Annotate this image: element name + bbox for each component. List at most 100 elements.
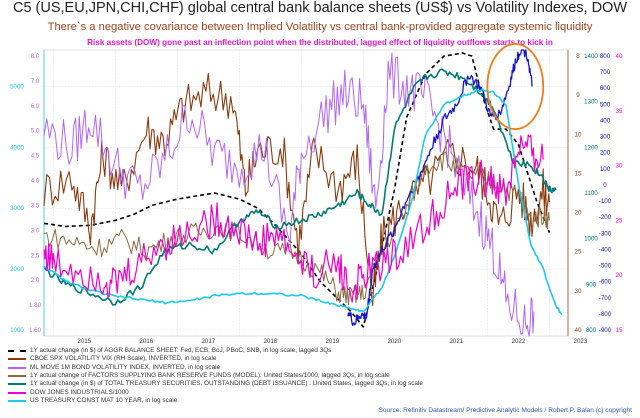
chart-grid xyxy=(43,49,569,337)
left-violet-tick-label: 8.0 xyxy=(31,53,40,60)
left-violet-tick-label: 5.0 xyxy=(31,128,40,135)
right-brown-tick-label: 15 xyxy=(575,170,582,177)
right-blue-tick-label: 0 xyxy=(603,182,607,189)
chart-annotations xyxy=(486,43,545,131)
left-violet-tick-label: 1.80 xyxy=(29,302,42,309)
right-blue-tick-label: -900 xyxy=(599,327,612,334)
left-violet-tick-label: 2.0 xyxy=(31,277,40,284)
right-brown-tick-label: 8 xyxy=(576,53,580,60)
right-brown-tick-label: 30 xyxy=(575,288,582,295)
right-blue-tick-label: -700 xyxy=(599,295,612,302)
legend-entry: CBOE SPX VOLATILITY VIX (RH Scale), INVE… xyxy=(8,355,608,363)
x-tick-label: 2021 xyxy=(449,338,463,345)
right-teal-tick-label: 1300 xyxy=(584,99,598,106)
legend-entry: ML MOVE 1M BOND VOLATILITY INDEX, INVERT… xyxy=(8,364,608,372)
right-blue-tick-label: 300 xyxy=(600,134,611,141)
right-magenta-tick-label: 20 xyxy=(616,272,623,279)
x-tick-label: 2017 xyxy=(201,338,215,345)
right-blue-tick-label: 500 xyxy=(600,101,611,108)
series-dow-blue xyxy=(347,49,533,327)
right-blue-tick-label: 800 xyxy=(600,53,611,60)
x-tick-label: 2018 xyxy=(263,338,277,345)
x-tick-label: 2022 xyxy=(512,338,526,345)
right-blue-tick-label: 700 xyxy=(600,69,611,76)
series-ust-10y xyxy=(43,88,563,316)
series-move-inverted xyxy=(43,52,535,337)
right-teal-tick-label: 900 xyxy=(586,281,597,288)
legend-swatch xyxy=(8,358,26,361)
chart-legend: 1Y actual change (in $) of AGGR BALANCE … xyxy=(8,347,608,405)
chart-axes: 2015 2016 2017 2018 2019 2020 2021 2022 20231000… xyxy=(10,50,623,345)
legend-swatch xyxy=(8,350,26,353)
left-violet-tick-label: 4.0 xyxy=(31,178,40,185)
right-blue-tick-label: -800 xyxy=(599,311,612,318)
legend-entry: US TREASURY CONST MAT 10 YEAR, in log sc… xyxy=(8,397,608,405)
right-magenta-tick-label: 40 xyxy=(616,53,623,60)
right-blue-tick-label: -100 xyxy=(599,198,612,205)
left-cyan-tick-label: 1000 xyxy=(10,327,24,334)
legend-label: ML MOVE 1M BOND VOLATILITY INDEX, INVERT… xyxy=(30,363,221,371)
legend-entry: 1Y actual change (in $) of TOTAL TREASUR… xyxy=(8,380,608,388)
chart-series xyxy=(43,49,563,337)
legend-label: 1Y actual change of FACTORS SUPPLYING BA… xyxy=(30,372,390,380)
left-violet-tick-label: 7.0 xyxy=(31,78,40,85)
right-magenta-tick-label: 15 xyxy=(616,327,623,334)
left-cyan-tick-label: 5000 xyxy=(10,84,24,91)
right-blue-tick-label: -600 xyxy=(599,279,612,286)
legend-label: 1Y actual change (in $) of TOTAL TREASUR… xyxy=(30,380,423,388)
legend-label: 1Y actual change (in $) of AGGR BALANCE … xyxy=(30,347,332,355)
legend-label: US TREASURY CONST MAT 10 YEAR, in log sc… xyxy=(30,396,178,404)
right-brown-tick-label: 25 xyxy=(575,249,582,256)
legend-entry: 1Y actual change (in $) of AGGR BALANCE … xyxy=(8,347,608,355)
left-violet-tick-label: 6.0 xyxy=(31,103,40,110)
right-blue-tick-label: 400 xyxy=(600,117,611,124)
left-violet-tick-label: 4.5 xyxy=(31,153,40,160)
legend-swatch xyxy=(8,391,26,394)
right-magenta-tick-label: 35 xyxy=(616,108,623,115)
x-tick-label: 2015 xyxy=(77,338,91,345)
right-brown-tick-label: 40 xyxy=(575,327,582,334)
right-blue-tick-label: -300 xyxy=(599,230,612,237)
right-teal-tick-label: 800 xyxy=(586,327,597,334)
x-tick-label: 2023 xyxy=(574,338,588,345)
right-blue-tick-label: -400 xyxy=(599,246,612,253)
right-brown-tick-label: 9 xyxy=(576,92,580,99)
legend-swatch xyxy=(8,366,26,369)
legend-label: DOW JONES INDUSTRIALS/1000 xyxy=(30,388,129,396)
left-cyan-tick-label: 2000 xyxy=(10,266,24,273)
source-note: Source: Refinitiv Datastream/ Predictive… xyxy=(378,407,632,414)
x-tick-label: 2019 xyxy=(325,338,339,345)
legend-entry: 1Y actual change of FACTORS SUPPLYING BA… xyxy=(8,372,608,380)
series-treasury-securities xyxy=(43,68,557,306)
legend-swatch xyxy=(8,399,26,402)
right-brown-tick-label: 10 xyxy=(575,131,582,138)
series-vix-inverted xyxy=(43,72,550,306)
left-violet-tick-label: 2.5 xyxy=(31,252,40,259)
x-tick-label: 2020 xyxy=(387,338,401,345)
legend-label: CBOE SPX VOLATILITY VIX (RH Scale), INVE… xyxy=(30,355,217,363)
right-blue-tick-label: -200 xyxy=(599,214,612,221)
right-blue-tick-label: 200 xyxy=(600,150,611,157)
left-violet-tick-label: 1.60 xyxy=(29,327,42,334)
chart-note: Risk assets (DOW) gone past an inflectio… xyxy=(87,38,553,47)
right-teal-tick-label: 1000 xyxy=(584,236,598,243)
left-violet-tick-label: 3.5 xyxy=(31,202,40,209)
left-violet-tick-label: 3.0 xyxy=(31,227,40,234)
right-blue-tick-label: 100 xyxy=(600,166,611,173)
chart-subtitle: There`s a negative covariance between Im… xyxy=(47,21,593,33)
right-teal-tick-label: 1400 xyxy=(584,53,598,60)
right-teal-tick-label: 1100 xyxy=(584,190,598,197)
right-magenta-tick-label: 30 xyxy=(616,163,623,170)
right-magenta-tick-label: 25 xyxy=(616,217,623,224)
left-cyan-tick-label: 4000 xyxy=(10,144,24,151)
highlight-circle xyxy=(486,43,545,131)
right-blue-tick-label: -500 xyxy=(599,263,612,270)
right-teal-tick-label: 1200 xyxy=(584,144,598,151)
chart-title: C5 (US,EU,JPN,CHI,CHF) global central ba… xyxy=(12,0,628,16)
right-blue-tick-label: 600 xyxy=(600,85,611,92)
x-tick-label: 2016 xyxy=(139,338,153,345)
legend-entry: DOW JONES INDUSTRIALS/1000 xyxy=(8,388,608,396)
left-cyan-tick-label: 3000 xyxy=(10,205,24,212)
legend-swatch xyxy=(8,375,26,378)
